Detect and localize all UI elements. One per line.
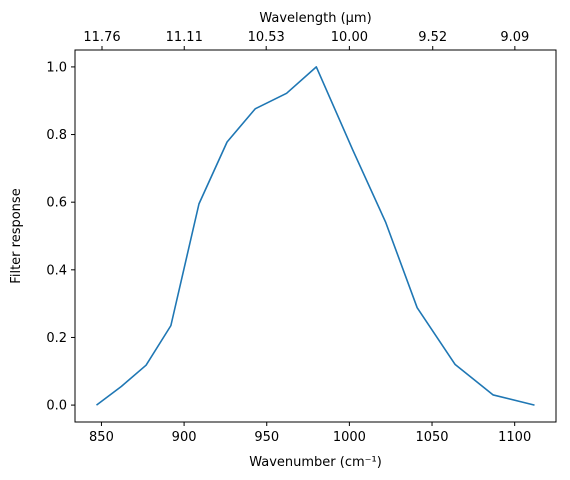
top-x-tick-label: 11.76 [83, 30, 120, 45]
top-x-tick-label: 9.52 [418, 30, 447, 45]
y-tick-label: 0.8 [46, 128, 67, 143]
y-tick-label: 0.2 [46, 331, 67, 346]
x-axis-label: Wavenumber (cm⁻¹) [249, 455, 382, 470]
top-x-tick-label: 11.11 [166, 30, 203, 45]
x-tick-label: 950 [254, 430, 279, 445]
top-x-tick-label: 9.09 [500, 30, 529, 45]
x-tick-label: 1050 [415, 430, 448, 445]
y-tick-label: 0.4 [46, 263, 67, 278]
top-x-axis-label: Wavelength (μm) [259, 11, 371, 26]
top-x-tick-label: 10.00 [331, 30, 368, 45]
top-x-tick-label: 10.53 [248, 30, 285, 45]
x-tick-label: 900 [172, 430, 197, 445]
y-tick-label: 1.0 [46, 60, 67, 75]
y-tick-label: 0.0 [46, 399, 67, 414]
x-tick-label: 850 [89, 430, 114, 445]
y-tick-label: 0.6 [46, 196, 67, 211]
x-tick-label: 1000 [333, 430, 366, 445]
series-line [96, 66, 535, 406]
plot-frame [74, 49, 557, 423]
x-tick-label: 1100 [498, 430, 531, 445]
y-axis-label: Filter response [9, 188, 24, 283]
plot-area: 850 900 950 1000 1050 1100 11.76 11.11 10.53 10.0… [46, 30, 557, 445]
